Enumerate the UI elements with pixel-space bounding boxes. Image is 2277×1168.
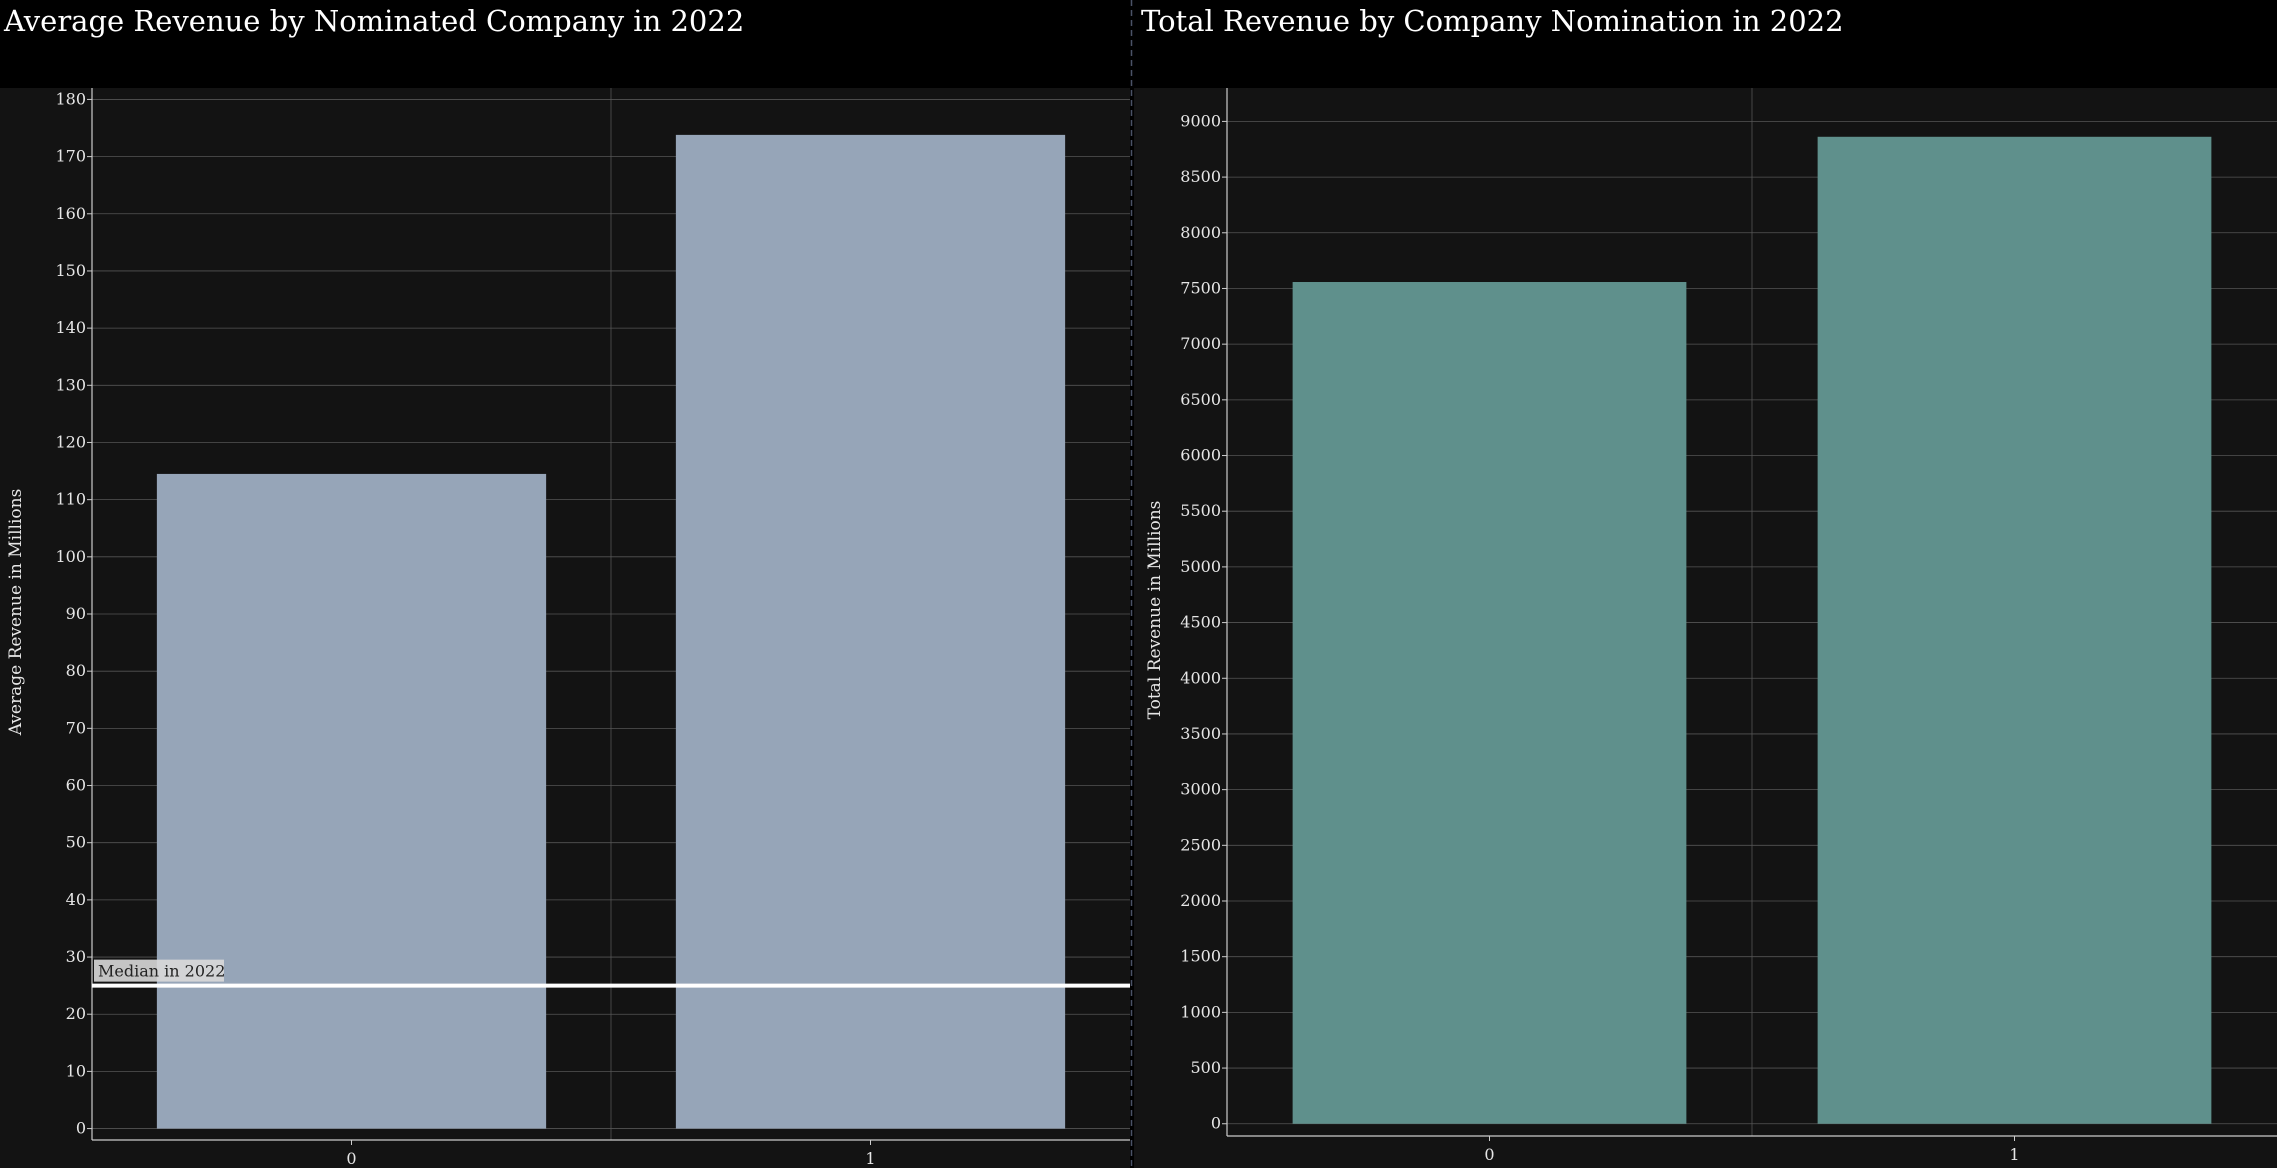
y-tick-label: 90 <box>66 604 86 623</box>
y-tick-label: 150 <box>55 261 86 280</box>
y-tick-label: 0 <box>76 1119 86 1138</box>
median-label: Median in 2022 <box>98 962 225 981</box>
y-tick-label: 170 <box>55 147 86 166</box>
x-tick-label: 0 <box>346 1149 356 1168</box>
y-tick-label: 40 <box>66 890 86 909</box>
y-tick-label: 7500 <box>1180 278 1221 297</box>
axes: 0 500 1000 1500 2000 2500 3000 3500 4000 4500 5000… <box>1180 88 2277 1164</box>
x-tick-label: 1 <box>865 1149 875 1168</box>
axes: 0102030405060708090100110120130140150160… <box>55 88 1130 1168</box>
y-tick-label: 7000 <box>1180 334 1221 353</box>
y-tick-label: 4500 <box>1180 613 1221 632</box>
y-tick-label: 3000 <box>1180 780 1221 799</box>
y-tick-label: 6500 <box>1180 390 1221 409</box>
y-tick-label: 9000 <box>1180 111 1221 130</box>
y-tick-label: 5000 <box>1180 557 1221 576</box>
y-tick-label: 20 <box>66 1004 86 1023</box>
y-axis-label: Average Revenue in Millions <box>6 489 26 737</box>
y-tick-label: 500 <box>1190 1058 1221 1077</box>
y-tick-label: 5500 <box>1180 501 1221 520</box>
bar-0 <box>156 473 547 1129</box>
y-tick-label: 70 <box>66 718 86 737</box>
y-tick-label: 1500 <box>1180 947 1221 966</box>
y-tick-label: 0 <box>1211 1114 1221 1133</box>
y-tick-label: 8500 <box>1180 167 1221 186</box>
bar-1 <box>675 134 1066 1129</box>
y-axis-label: Total Revenue in Millions <box>1145 501 1165 720</box>
y-tick-label: 80 <box>66 661 86 680</box>
y-tick-label: 1000 <box>1180 1002 1221 1021</box>
y-tick-label: 2500 <box>1180 835 1221 854</box>
y-tick-label: 120 <box>55 432 86 451</box>
bars <box>1292 136 2212 1124</box>
x-tick-label: 1 <box>2009 1145 2019 1164</box>
y-tick-label: 140 <box>55 318 86 337</box>
bars <box>156 134 1066 1129</box>
y-tick-label: 8000 <box>1180 223 1221 242</box>
chart-title: Total Revenue by Company Nomination in 2… <box>1141 4 1844 38</box>
median-label-box <box>94 959 224 982</box>
bar-0 <box>1292 282 1687 1124</box>
median-annotation: Median in 2022 <box>92 959 1130 988</box>
y-tick-label: 6000 <box>1180 446 1221 465</box>
y-tick-label: 50 <box>66 833 86 852</box>
chart-title: Average Revenue by Nominated Company in … <box>3 4 744 38</box>
y-tick-label: 10 <box>66 1061 86 1080</box>
total-revenue-chart: Total Revenue by Company Nomination in 2… <box>1134 4 2277 1168</box>
bar-1 <box>1817 136 2212 1124</box>
y-tick-label: 160 <box>55 204 86 223</box>
y-tick-label: 180 <box>55 89 86 108</box>
y-tick-label: 3500 <box>1180 724 1221 743</box>
y-tick-label: 30 <box>66 947 86 966</box>
y-tick-label: 100 <box>55 547 86 566</box>
y-tick-label: 60 <box>66 776 86 795</box>
y-tick-label: 4000 <box>1180 668 1221 687</box>
y-tick-label: 110 <box>55 490 86 509</box>
y-tick-label: 2000 <box>1180 891 1221 910</box>
x-tick-label: 0 <box>1484 1145 1494 1164</box>
average-revenue-chart: Average Revenue by Nominated Company in … <box>0 4 1130 1168</box>
y-tick-label: 130 <box>55 375 86 394</box>
